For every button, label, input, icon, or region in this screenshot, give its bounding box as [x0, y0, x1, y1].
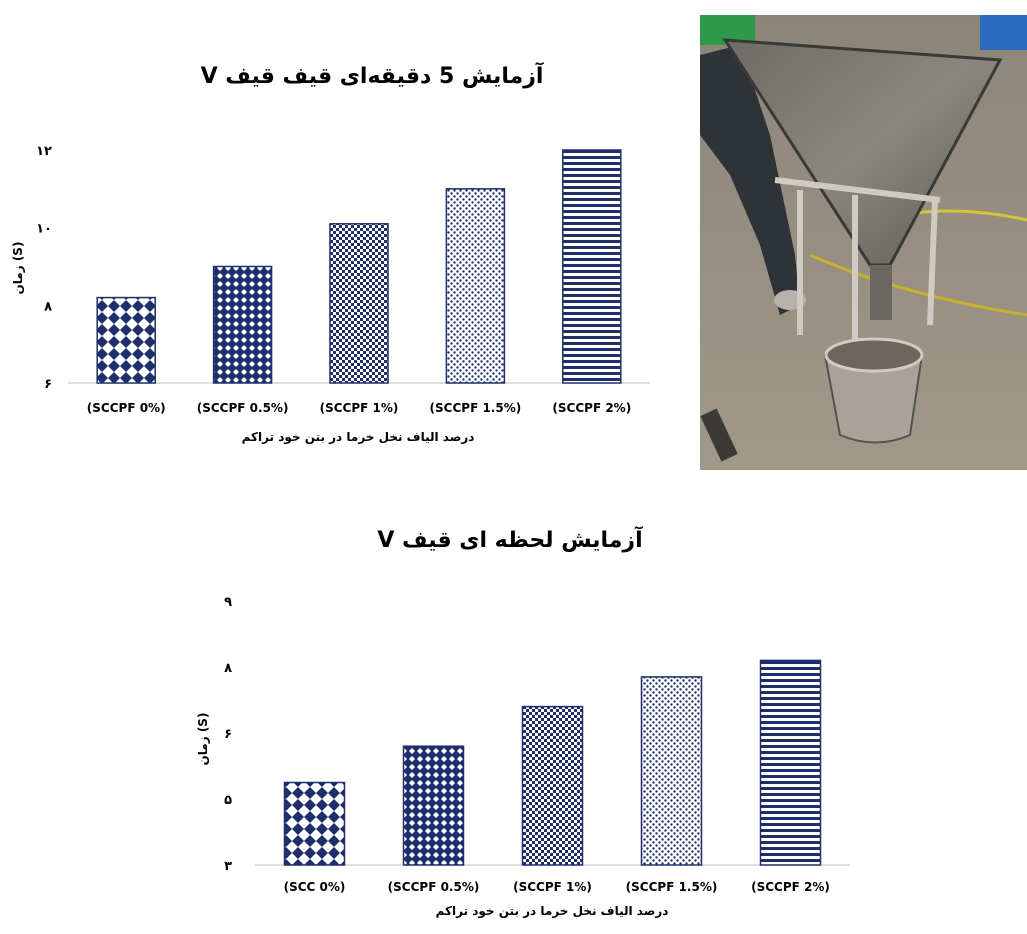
x-tick-label: (SCCPF 1%) [513, 880, 592, 894]
bar [521, 705, 584, 866]
y-tick-label: ۹ [224, 595, 232, 610]
x-tick-label: (SCC 0%) [284, 880, 346, 894]
photo-bucket-rim [824, 337, 924, 373]
photo-bucket-blue [980, 15, 1027, 50]
y-tick-label: ۳ [224, 859, 232, 874]
photo-hose-2 [809, 253, 1027, 317]
y-tick-label: ۶ [224, 727, 232, 742]
photo-stand-left [774, 177, 941, 360]
x-axis-label: درصد الیاف نخل خرما در بتن خود تراکم [242, 430, 475, 445]
y-tick-label: ۸ [44, 299, 52, 314]
x-axis-label: درصد الیاف نخل خرما در بتن خود تراکم [436, 904, 669, 919]
bar [212, 265, 273, 384]
chart-5min-svg: آزمایش 5 دقیقه‌ای قیف قیف V ۶ ۸ ۱۰ ۱۲ زمان … [11, 61, 650, 445]
category-labels: (SCCPF 0%) (SCCPF 0.5%) (SCCPF 1%) (SCCPF 1… [87, 401, 631, 415]
x-tick-label: (SCCPF 1%) [320, 401, 399, 415]
bar [283, 781, 346, 866]
x-tick-label: (SCCPF 2%) [751, 880, 830, 894]
bar [759, 659, 822, 866]
v-funnel-photo [700, 15, 1027, 470]
bar [329, 223, 389, 384]
y-tick-label: ۵ [224, 793, 232, 808]
category-labels: (SCC 0%) (SCCPF 0.5%) (SCCPF 1%) (SCCPF 1.5… [284, 880, 830, 894]
photo-leg [700, 45, 800, 315]
y-tick-label: ۸ [224, 661, 232, 676]
chart-title: آزمایش 5 دقیقه‌ای قیف قیف V [201, 61, 544, 89]
x-tick-label: (SCCPF 0.5%) [197, 401, 289, 415]
y-tick-label: ۶ [44, 377, 52, 392]
x-tick-label: (SCCPF 2%) [552, 401, 631, 415]
chart-5min-v-funnel: آزمایش 5 دقیقه‌ای قیف قیف V ۶ ۸ ۱۰ ۱۲ زمان … [0, 0, 700, 470]
y-axis-label: زمان (S) [196, 713, 210, 766]
chart-instant-v-funnel: آزمایش لحظه ای قیف V ۳ ۵ ۶ ۸ ۹ زمان (S) (SCC… [160, 475, 860, 930]
v-funnel-photo-svg [700, 15, 1027, 470]
y-tick-label: ۱۰ [36, 222, 52, 237]
y-ticks: ۳ ۵ ۶ ۸ ۹ [224, 595, 232, 874]
photo-tool [700, 408, 738, 462]
photo-funnel-outlet [870, 265, 892, 320]
bars [96, 149, 622, 384]
bar [402, 745, 465, 866]
chart-instant-svg: آزمایش لحظه ای قیف V ۳ ۵ ۶ ۸ ۹ زمان (S) (SCC… [196, 525, 850, 919]
chart-title: آزمایش لحظه ای قیف V [377, 525, 643, 553]
y-tick-label: ۱۲ [36, 144, 52, 159]
y-axis-label: زمان (S) [11, 242, 25, 295]
bar [445, 188, 506, 384]
bars [283, 659, 822, 866]
bar [640, 676, 703, 866]
bar [562, 149, 622, 384]
x-tick-label: (SCCPF 0.5%) [388, 880, 480, 894]
x-tick-label: (SCCPF 0%) [87, 401, 166, 415]
bar [96, 296, 156, 384]
x-tick-label: (SCCPF 1.5%) [430, 401, 522, 415]
y-ticks: ۶ ۸ ۱۰ ۱۲ [36, 144, 52, 392]
x-tick-label: (SCCPF 1.5%) [626, 880, 718, 894]
